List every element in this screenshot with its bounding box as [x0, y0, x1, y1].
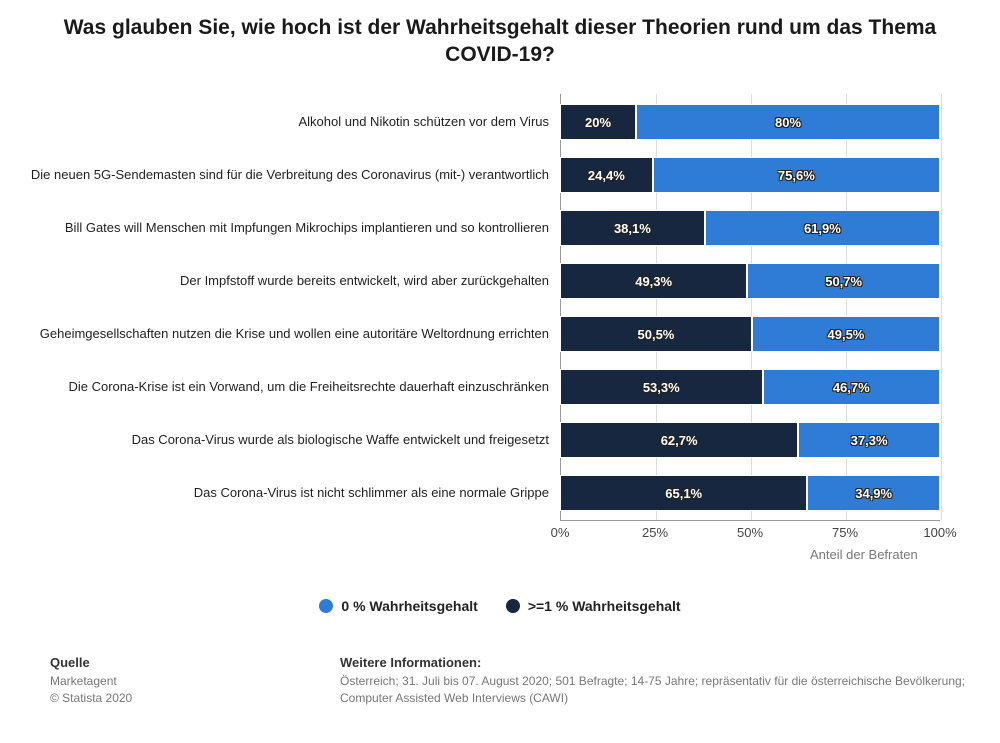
bar-seg-zero: 80%: [636, 104, 940, 140]
chart-row: Der Impfstoff wurde bereits entwickelt, …: [0, 263, 1000, 299]
bar-seg-zero: 49,5%: [752, 316, 940, 352]
bar-seg-ge1: 38,1%: [560, 210, 705, 246]
category-label: Der Impfstoff wurde bereits entwickelt, …: [0, 272, 555, 290]
category-label: Das Corona-Virus ist nicht schlimmer als…: [0, 484, 555, 502]
bar-value-label: 38,1%: [561, 211, 704, 247]
bar-seg-ge1: 49,3%: [560, 263, 747, 299]
copyright: © Statista 2020: [50, 690, 300, 707]
bar-track: 24,4%75,6%: [560, 157, 940, 193]
xaxis-tick: 0%: [551, 525, 570, 540]
bar-track: 50,5%49,5%: [560, 316, 940, 352]
bar-track: 65,1%34,9%: [560, 475, 940, 511]
source-header: Quelle: [50, 655, 300, 670]
bar-value-label: 37,3%: [799, 423, 939, 459]
source-name: Marketagent: [50, 673, 300, 690]
category-label: Alkohol und Nikotin schützen vor dem Vir…: [0, 113, 555, 131]
bar-track: 20%80%: [560, 104, 940, 140]
bar-seg-ge1: 20%: [560, 104, 636, 140]
bar-track: 62,7%37,3%: [560, 422, 940, 458]
chart-row: Die neuen 5G-Sendemasten sind für die Ve…: [0, 157, 1000, 193]
bar-seg-ge1: 65,1%: [560, 475, 807, 511]
info-header: Weitere Informationen:: [340, 655, 1000, 670]
bar-seg-zero: 34,9%: [807, 475, 940, 511]
legend-label: 0 % Wahrheitsgehalt: [341, 598, 477, 614]
bar-seg-zero: 50,7%: [747, 263, 940, 299]
bar-value-label: 24,4%: [561, 158, 652, 194]
bar-value-label: 49,5%: [753, 317, 939, 353]
chart-row: Bill Gates will Menschen mit Impfungen M…: [0, 210, 1000, 246]
chart-area: Alkohol und Nikotin schützen vor dem Vir…: [0, 94, 1000, 569]
chart-row: Alkohol und Nikotin schützen vor dem Vir…: [0, 104, 1000, 140]
chart-row: Das Corona-Virus wurde als biologische W…: [0, 422, 1000, 458]
bar-seg-zero: 46,7%: [763, 369, 940, 405]
bar-value-label: 50,5%: [561, 317, 751, 353]
xaxis-tick: 75%: [832, 525, 858, 540]
bar-value-label: 61,9%: [706, 211, 939, 247]
bar-value-label: 49,3%: [561, 264, 746, 300]
legend: 0 % Wahrheitsgehalt >=1 % Wahrheitsgehalt: [0, 598, 1000, 618]
bar-value-label: 62,7%: [561, 423, 797, 459]
bar-value-label: 46,7%: [764, 370, 939, 406]
chart-row: Die Corona-Krise ist ein Vorwand, um die…: [0, 369, 1000, 405]
legend-swatch: [506, 599, 520, 613]
chart-title: Was glauben Sie, wie hoch ist der Wahrhe…: [0, 0, 1000, 75]
category-label: Die neuen 5G-Sendemasten sind für die Ve…: [0, 166, 555, 184]
bar-track: 38,1%61,9%: [560, 210, 940, 246]
legend-swatch: [319, 599, 333, 613]
category-label: Bill Gates will Menschen mit Impfungen M…: [0, 219, 555, 237]
bar-seg-zero: 37,3%: [798, 422, 940, 458]
category-label: Das Corona-Virus wurde als biologische W…: [0, 431, 555, 449]
category-label: Die Corona-Krise ist ein Vorwand, um die…: [0, 378, 555, 396]
info-text: Österreich; 31. Juli bis 07. August 2020…: [340, 673, 1000, 707]
bar-seg-ge1: 53,3%: [560, 369, 763, 405]
bar-value-label: 53,3%: [561, 370, 762, 406]
bar-value-label: 75,6%: [654, 158, 939, 194]
bar-track: 53,3%46,7%: [560, 369, 940, 405]
xaxis-label: Anteil der Befraten: [810, 547, 918, 562]
legend-item: >=1 % Wahrheitsgehalt: [506, 598, 681, 614]
bar-value-label: 50,7%: [748, 264, 939, 300]
bar-value-label: 20%: [561, 105, 635, 141]
legend-item: 0 % Wahrheitsgehalt: [319, 598, 477, 614]
category-label: Geheimgesellschaften nutzen die Krise un…: [0, 325, 555, 343]
bar-seg-ge1: 62,7%: [560, 422, 798, 458]
bar-seg-ge1: 24,4%: [560, 157, 653, 193]
bar-value-label: 80%: [637, 105, 939, 141]
xaxis-tick: 25%: [642, 525, 668, 540]
bar-value-label: 34,9%: [808, 476, 939, 512]
bar-seg-zero: 75,6%: [653, 157, 940, 193]
bar-seg-ge1: 50,5%: [560, 316, 752, 352]
chart-row: Geheimgesellschaften nutzen die Krise un…: [0, 316, 1000, 352]
chart-row: Das Corona-Virus ist nicht schlimmer als…: [0, 475, 1000, 511]
bar-value-label: 65,1%: [561, 476, 806, 512]
legend-label: >=1 % Wahrheitsgehalt: [528, 598, 681, 614]
xaxis-tick: 50%: [737, 525, 763, 540]
xaxis-tick: 100%: [923, 525, 956, 540]
bar-seg-zero: 61,9%: [705, 210, 940, 246]
bar-track: 49,3%50,7%: [560, 263, 940, 299]
